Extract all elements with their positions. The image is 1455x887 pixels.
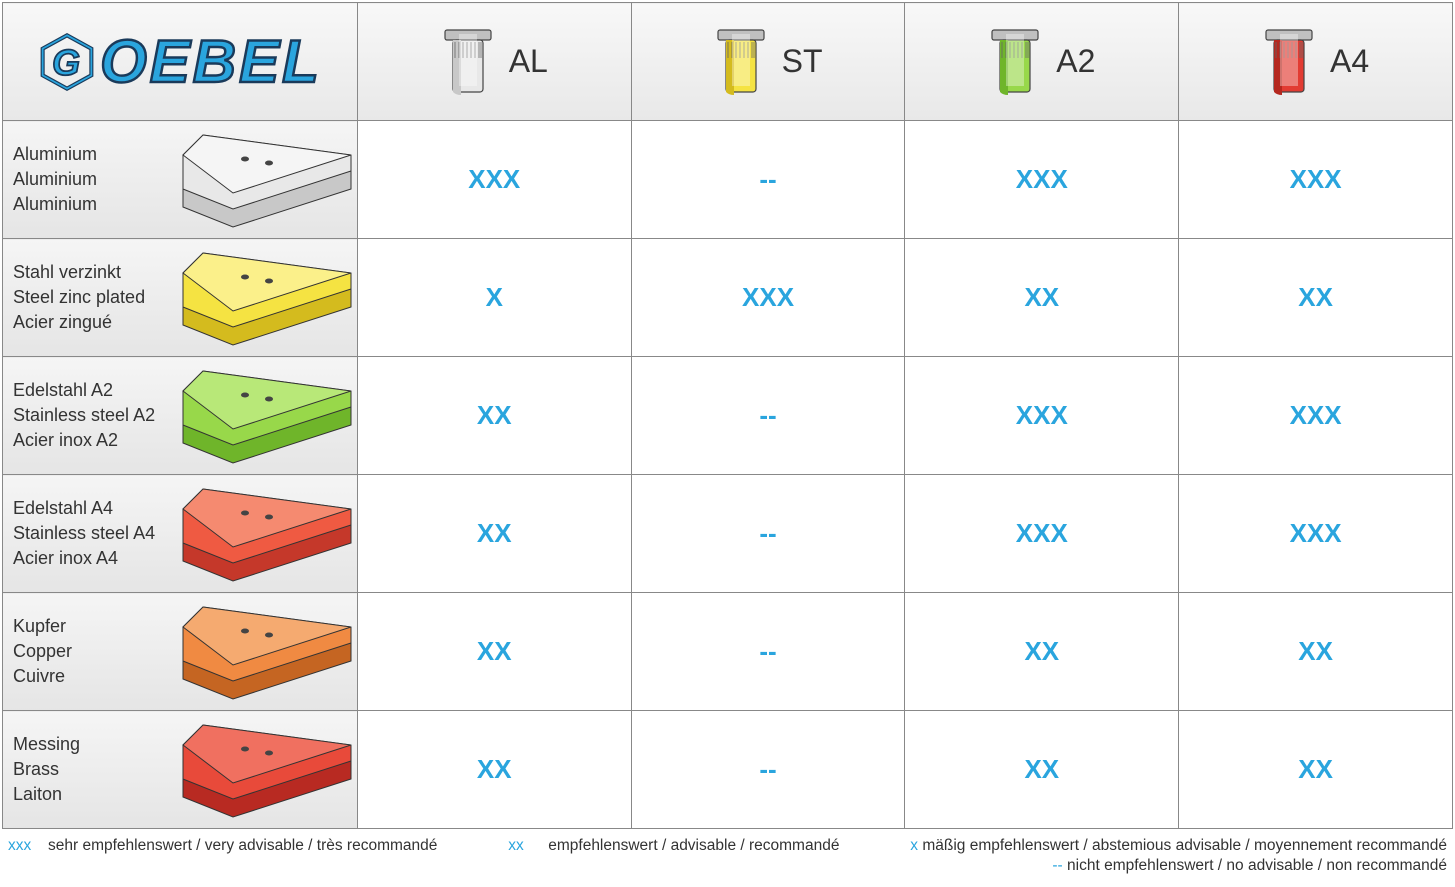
compatibility-value: XX <box>1179 593 1453 711</box>
material-label: Edelstahl A4 <box>13 496 347 521</box>
logo-cell: G OEBEL <box>3 3 358 121</box>
rivet-nut-icon <box>1262 28 1316 96</box>
row-header-cell: Stahl verzinktSteel zinc platedAcier zin… <box>3 239 358 357</box>
column-label: AL <box>509 43 548 80</box>
rivet-nut-icon <box>714 28 768 96</box>
compatibility-value: XX <box>357 711 631 829</box>
table-row: AluminiumAluminiumAluminium XXX--XXXXXX <box>3 121 1453 239</box>
row-header-cell: AluminiumAluminiumAluminium <box>3 121 358 239</box>
row-header-cell: Edelstahl A4Stainless steel A4Acier inox… <box>3 475 358 593</box>
compatibility-value: XX <box>357 593 631 711</box>
material-label: Brass <box>13 757 347 782</box>
legend: xxx sehr empfehlenswert / very advisable… <box>2 829 1453 875</box>
material-label: Messing <box>13 732 347 757</box>
material-label: Edelstahl A2 <box>13 378 347 403</box>
compatibility-value: XXX <box>1179 357 1453 475</box>
compatibility-value: X <box>357 239 631 357</box>
compatibility-value: XXX <box>905 357 1179 475</box>
compatibility-value: -- <box>631 711 905 829</box>
material-label: Stainless steel A2 <box>13 403 347 428</box>
table-row: Stahl verzinktSteel zinc platedAcier zin… <box>3 239 1453 357</box>
compatibility-value: XXX <box>357 121 631 239</box>
compatibility-value: -- <box>631 357 905 475</box>
table-row: Edelstahl A4Stainless steel A4Acier inox… <box>3 475 1453 593</box>
table-row: MessingBrassLaiton XX--XXXX <box>3 711 1453 829</box>
compatibility-value: XXX <box>1179 121 1453 239</box>
compatibility-value: -- <box>631 475 905 593</box>
compatibility-value: XX <box>357 357 631 475</box>
legend-text: mäßig empfehlenswert / abstemious advisa… <box>922 837 1447 854</box>
compatibility-value: XXX <box>905 475 1179 593</box>
compatibility-value: -- <box>631 593 905 711</box>
hex-g-icon: G <box>38 33 96 91</box>
compatibility-value: XX <box>905 711 1179 829</box>
compatibility-value: XX <box>1179 239 1453 357</box>
material-label: Acier inox A2 <box>13 428 347 453</box>
material-label: Copper <box>13 639 347 664</box>
column-label: ST <box>782 43 823 80</box>
material-label: Aluminium <box>13 142 347 167</box>
row-header-cell: KupferCopperCuivre <box>3 593 358 711</box>
legend-x-and-dash: x mäßig empfehlenswert / abstemious advi… <box>910 837 1447 875</box>
table-row: Edelstahl A2Stainless steel A2Acier inox… <box>3 357 1453 475</box>
material-label: Cuivre <box>13 664 347 689</box>
compatibility-value: XX <box>1179 711 1453 829</box>
legend-text: empfehlenswert / advisable / recommandé <box>548 837 839 855</box>
compatibility-value: XX <box>905 593 1179 711</box>
material-label: Kupfer <box>13 614 347 639</box>
compatibility-value: XX <box>357 475 631 593</box>
column-header: A4 <box>1179 3 1453 121</box>
logo-text: OEBEL <box>100 27 322 96</box>
row-header-cell: MessingBrassLaiton <box>3 711 358 829</box>
compatibility-value: XXX <box>1179 475 1453 593</box>
legend-key: x <box>910 837 918 854</box>
legend-key: xx <box>508 837 538 855</box>
legend-xxx: xxx sehr empfehlenswert / very advisable… <box>8 837 437 875</box>
material-label: Acier inox A4 <box>13 546 347 571</box>
material-label: Aluminium <box>13 167 347 192</box>
material-label: Laiton <box>13 782 347 807</box>
svg-text:G: G <box>52 41 82 82</box>
material-label: Aluminium <box>13 192 347 217</box>
column-header: AL <box>357 3 631 121</box>
material-label: Steel zinc plated <box>13 285 347 310</box>
column-label: A4 <box>1330 43 1369 80</box>
legend-xx: xx empfehlenswert / advisable / recomman… <box>508 837 839 875</box>
legend-text: sehr empfehlenswert / very advisable / t… <box>48 837 437 855</box>
table-body: AluminiumAluminiumAluminium XXX--XXXXXX … <box>3 121 1453 829</box>
material-label: Acier zingué <box>13 310 347 335</box>
column-header: A2 <box>905 3 1179 121</box>
compatibility-value: XXX <box>631 239 905 357</box>
legend-key: -- <box>1052 857 1062 874</box>
material-label: Stainless steel A4 <box>13 521 347 546</box>
table-row: KupferCopperCuivre XX--XXXX <box>3 593 1453 711</box>
row-header-cell: Edelstahl A2Stainless steel A2Acier inox… <box>3 357 358 475</box>
brand-logo: G OEBEL <box>38 27 322 96</box>
column-header: ST <box>631 3 905 121</box>
column-label: A2 <box>1056 43 1095 80</box>
material-label: Stahl verzinkt <box>13 260 347 285</box>
legend-key: xxx <box>8 837 38 855</box>
compatibility-table: G OEBEL AL <box>2 2 1453 829</box>
compatibility-value: XX <box>905 239 1179 357</box>
table-header-row: G OEBEL AL <box>3 3 1453 121</box>
rivet-nut-icon <box>988 28 1042 96</box>
legend-text: nicht empfehlenswert / no advisable / no… <box>1067 857 1447 874</box>
compatibility-value: XXX <box>905 121 1179 239</box>
rivet-nut-icon <box>441 28 495 96</box>
compatibility-value: -- <box>631 121 905 239</box>
